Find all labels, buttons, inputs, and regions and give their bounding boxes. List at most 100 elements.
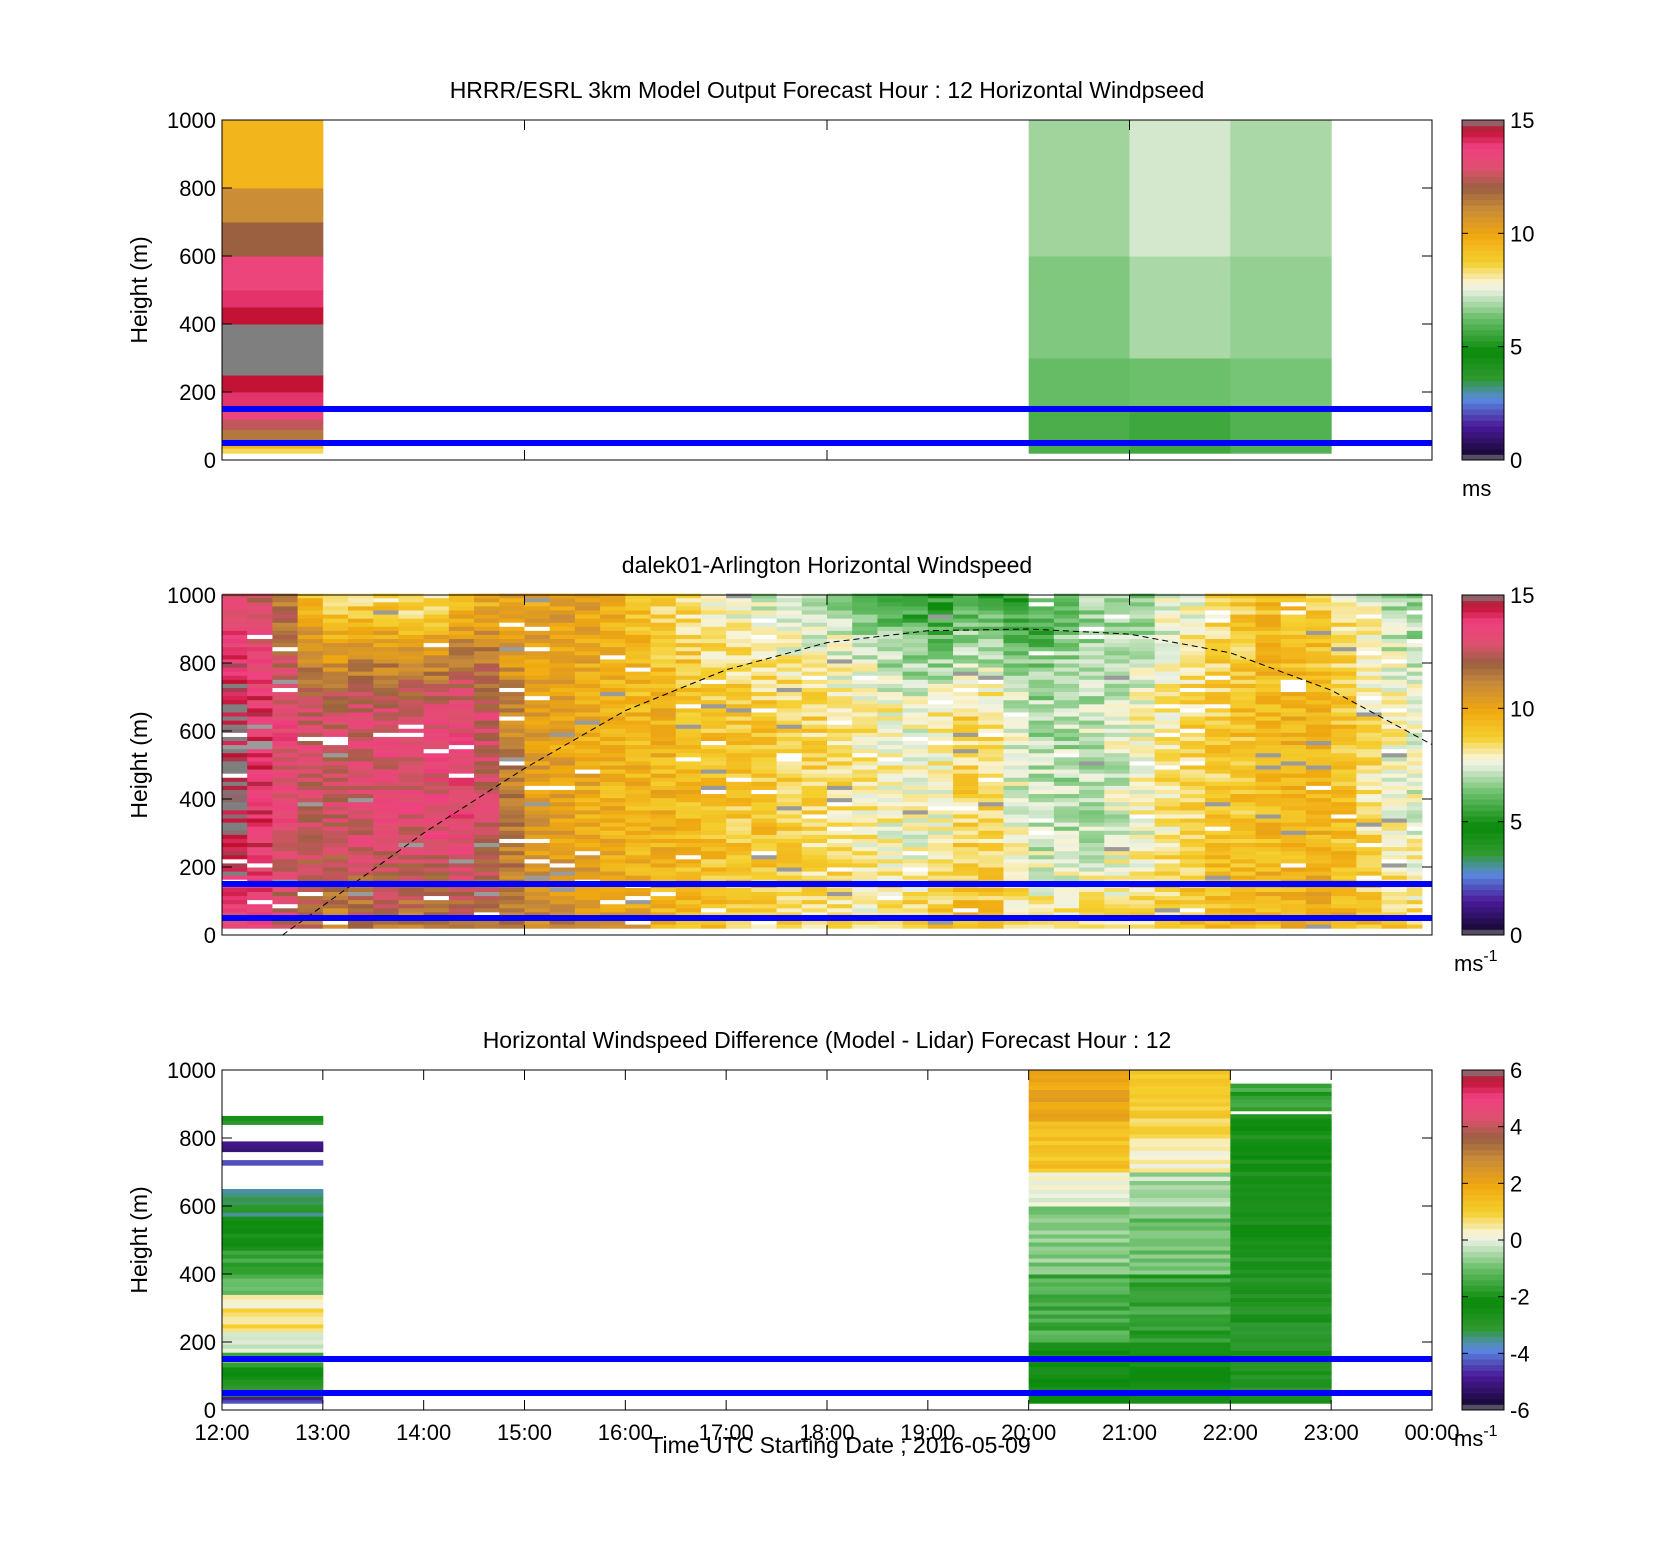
- heatmap-cell: [650, 887, 677, 892]
- heatmap-cell: [1028, 353, 1130, 359]
- heatmap-cell: [1129, 268, 1231, 273]
- heatmap-cell: [726, 871, 752, 876]
- heatmap-cell: [978, 675, 1004, 680]
- colorbar-cell: [1462, 1172, 1504, 1179]
- heatmap-cell: [448, 663, 475, 668]
- heatmap-cell: [499, 924, 525, 929]
- heatmap-cell: [1028, 317, 1130, 322]
- heatmap-cell: [978, 614, 1004, 619]
- heatmap-cell: [322, 773, 349, 778]
- heatmap-cell: [373, 736, 399, 742]
- heatmap-cell: [902, 650, 929, 656]
- heatmap-cell: [348, 630, 374, 635]
- heatmap-cell: [1381, 793, 1408, 799]
- heatmap-cell: [1003, 818, 1030, 823]
- heatmap-cell: [247, 822, 273, 827]
- heatmap-cell: [222, 1241, 324, 1247]
- heatmap-cell: [625, 765, 652, 770]
- heatmap-cell: [423, 850, 450, 856]
- heatmap-cell: [222, 140, 324, 145]
- colorbar-cell: [1462, 273, 1504, 280]
- heatmap-cell: [726, 805, 752, 811]
- heatmap-cell: [222, 1224, 324, 1230]
- heatmap-cell: [348, 720, 374, 725]
- heatmap-cell: [1129, 687, 1156, 693]
- heatmap-cell: [1230, 358, 1332, 363]
- heatmap-cell: [852, 867, 878, 872]
- heatmap-cell: [700, 813, 727, 819]
- heatmap-cell: [1230, 716, 1257, 721]
- heatmap-cell: [1230, 597, 1257, 603]
- heatmap-cell: [1028, 854, 1055, 860]
- heatmap-cell: [1003, 765, 1030, 770]
- heatmap-cell: [953, 813, 979, 819]
- colorbar-cell: [1462, 753, 1504, 760]
- heatmap-cell: [801, 654, 828, 660]
- colorbar-cell: [1462, 295, 1504, 302]
- heatmap-cell: [1205, 597, 1231, 603]
- heatmap-cell: [1305, 707, 1332, 713]
- heatmap-cell: [776, 748, 803, 754]
- colorbar-cell: [1462, 1200, 1504, 1207]
- heatmap-cell: [801, 830, 828, 835]
- heatmap-cell: [448, 687, 475, 693]
- heatmap-cell: [222, 315, 324, 321]
- heatmap-cell: [1028, 445, 1130, 450]
- heatmap-cell: [474, 736, 500, 742]
- heatmap-cell: [499, 920, 525, 925]
- heatmap-cell: [1154, 797, 1181, 803]
- heatmap-cell: [222, 371, 324, 376]
- heatmap-cell: [1129, 1310, 1231, 1315]
- heatmap-cell: [423, 875, 450, 880]
- heatmap-cell: [423, 687, 450, 693]
- heatmap-cell: [1003, 830, 1030, 835]
- heatmap-cell: [1305, 822, 1332, 827]
- heatmap-cell: [423, 691, 450, 697]
- heatmap-cell: [1230, 634, 1257, 640]
- heatmap-cell: [1129, 1134, 1231, 1139]
- heatmap-cell: [1129, 429, 1231, 434]
- heatmap-cell: [1154, 862, 1181, 868]
- heatmap-cell: [1179, 887, 1206, 892]
- heatmap-cell: [1205, 891, 1231, 897]
- heatmap-cell: [1154, 605, 1181, 611]
- heatmap-cell: [978, 924, 1004, 929]
- heatmap-cell: [902, 875, 929, 880]
- heatmap-cell: [726, 801, 752, 807]
- heatmap-cell: [574, 748, 601, 754]
- colorbar-tick-label: -2: [1510, 1285, 1530, 1310]
- heatmap-cell: [600, 809, 626, 815]
- y-tick-label: 800: [179, 176, 216, 201]
- heatmap-cell: [1356, 895, 1383, 901]
- heatmap-cell: [1230, 345, 1332, 351]
- heatmap-cell: [902, 854, 929, 860]
- heatmap-cell: [927, 801, 954, 807]
- heatmap-cell: [1356, 667, 1383, 672]
- heatmap-cell: [953, 663, 979, 668]
- heatmap-cell: [852, 858, 878, 864]
- heatmap-cell: [927, 732, 954, 737]
- heatmap-cell: [1280, 871, 1307, 876]
- heatmap-cell: [978, 752, 1004, 758]
- heatmap-cell: [574, 618, 601, 623]
- heatmap-cell: [1129, 206, 1231, 212]
- heatmap-cell: [448, 756, 475, 762]
- heatmap-cell: [877, 618, 904, 623]
- heatmap-cell: [574, 854, 601, 860]
- heatmap-cell: [1230, 748, 1257, 754]
- heatmap-cell: [1230, 1175, 1332, 1180]
- heatmap-cell: [625, 634, 652, 640]
- heatmap-cell: [1381, 646, 1408, 652]
- heatmap-cell: [222, 1189, 324, 1194]
- heatmap-cell: [423, 789, 450, 795]
- heatmap-cell: [902, 605, 929, 611]
- heatmap-cell: [1129, 838, 1156, 844]
- heatmap-cell: [1230, 1163, 1332, 1168]
- heatmap-cell: [1230, 417, 1332, 422]
- heatmap-cell: [1356, 826, 1383, 831]
- heatmap-cell: [726, 622, 752, 627]
- heatmap-cell: [751, 679, 778, 684]
- heatmap-cell: [776, 740, 803, 746]
- heatmap-cell: [827, 609, 853, 615]
- heatmap-cell: [474, 732, 500, 737]
